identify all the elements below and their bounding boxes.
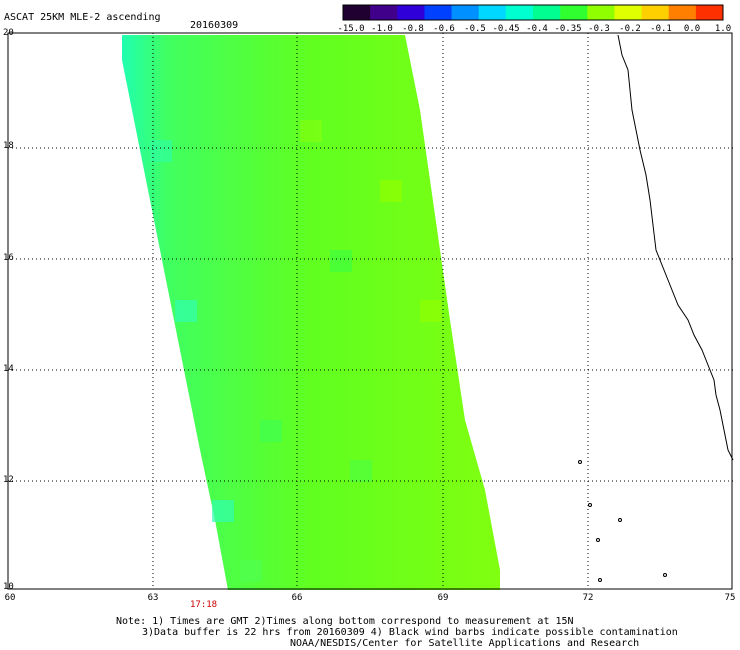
pass-time: 17:18 (190, 600, 218, 610)
product-title: ASCAT 25KM MLE-2 ascending (4, 12, 161, 23)
colorbar-label: -0.2 (619, 24, 641, 34)
colorbar-swatch (533, 5, 561, 20)
colorbar-frame (342, 4, 724, 21)
colorbar-label: -0.3 (588, 24, 610, 34)
coastline (578, 34, 734, 582)
y-label-16: 16 (3, 253, 14, 263)
swath-cell (300, 120, 322, 142)
colorbar-label: -0.4 (526, 24, 548, 34)
swath-cell (212, 500, 234, 522)
colorbar-swatch (560, 5, 588, 20)
x-label-75: 75 (724, 593, 736, 603)
y-label-18: 18 (3, 141, 14, 151)
colorbar-swatch (587, 5, 615, 20)
colorbar-label: -0.6 (433, 24, 455, 34)
y-label-20: 20 (3, 28, 14, 38)
swath-cell (150, 140, 172, 162)
island (663, 573, 667, 577)
island (578, 460, 582, 464)
colorbar-label: 1.0 (714, 24, 732, 34)
colorbar-label: -1.0 (371, 24, 393, 34)
colorbar-label: 0.0 (683, 24, 701, 34)
colorbar-label: -0.8 (402, 24, 424, 34)
swath-cell (380, 180, 402, 202)
x-label-69: 69 (437, 593, 449, 603)
colorbar-label: -0.5 (464, 24, 486, 34)
colorbar-label: -0.35 (554, 24, 582, 34)
note-line-3: NOAA/NESDIS/Center for Satellite Applica… (290, 638, 640, 649)
colorbar (342, 4, 724, 21)
x-label-72: 72 (582, 593, 594, 603)
colorbar-swatch (641, 5, 670, 20)
note-line-1: Note: 1) Times are GMT 2)Times along bot… (116, 616, 574, 627)
island (618, 518, 622, 522)
swath-cell (330, 250, 352, 272)
y-label-12: 12 (3, 475, 14, 485)
x-label-66: 66 (291, 593, 303, 603)
data-swath (122, 35, 500, 590)
coastline-path (617, 34, 734, 461)
colorbar-label: -0.1 (650, 24, 672, 34)
swath-cell (240, 560, 262, 582)
colorbar-swatch (451, 5, 480, 20)
colorbar-label: -15.0 (337, 24, 365, 34)
y-label-10: 10 (3, 582, 14, 592)
colorbar-swatch (505, 5, 534, 20)
island (588, 503, 592, 507)
swath-cell (260, 420, 282, 442)
colorbar-label: -0.45 (492, 24, 520, 34)
swath-cell (175, 300, 197, 322)
plot-frame (7, 32, 733, 590)
y-label-14: 14 (3, 364, 14, 374)
colorbar-swatch (695, 5, 724, 20)
x-label-63: 63 (147, 593, 159, 603)
colorbar-swatch (668, 5, 697, 20)
grid-lines (8, 33, 733, 589)
colorbar-swatch (370, 5, 398, 20)
product-date: 20160309 (190, 20, 239, 31)
swath-cell (350, 460, 372, 482)
colorbar-swatch (397, 5, 425, 20)
colorbar-swatch (424, 5, 453, 20)
swath-area (122, 35, 500, 590)
colorbar-swatch (614, 5, 643, 20)
swath-cell (420, 300, 442, 322)
colorbar-swatch (343, 5, 371, 20)
island (596, 538, 600, 542)
x-label-60: 60 (4, 593, 16, 603)
colorbar-swatch (478, 5, 507, 20)
island (598, 578, 602, 582)
note-line-2: 3)Data buffer is 22 hrs from 20160309 4)… (142, 627, 678, 638)
